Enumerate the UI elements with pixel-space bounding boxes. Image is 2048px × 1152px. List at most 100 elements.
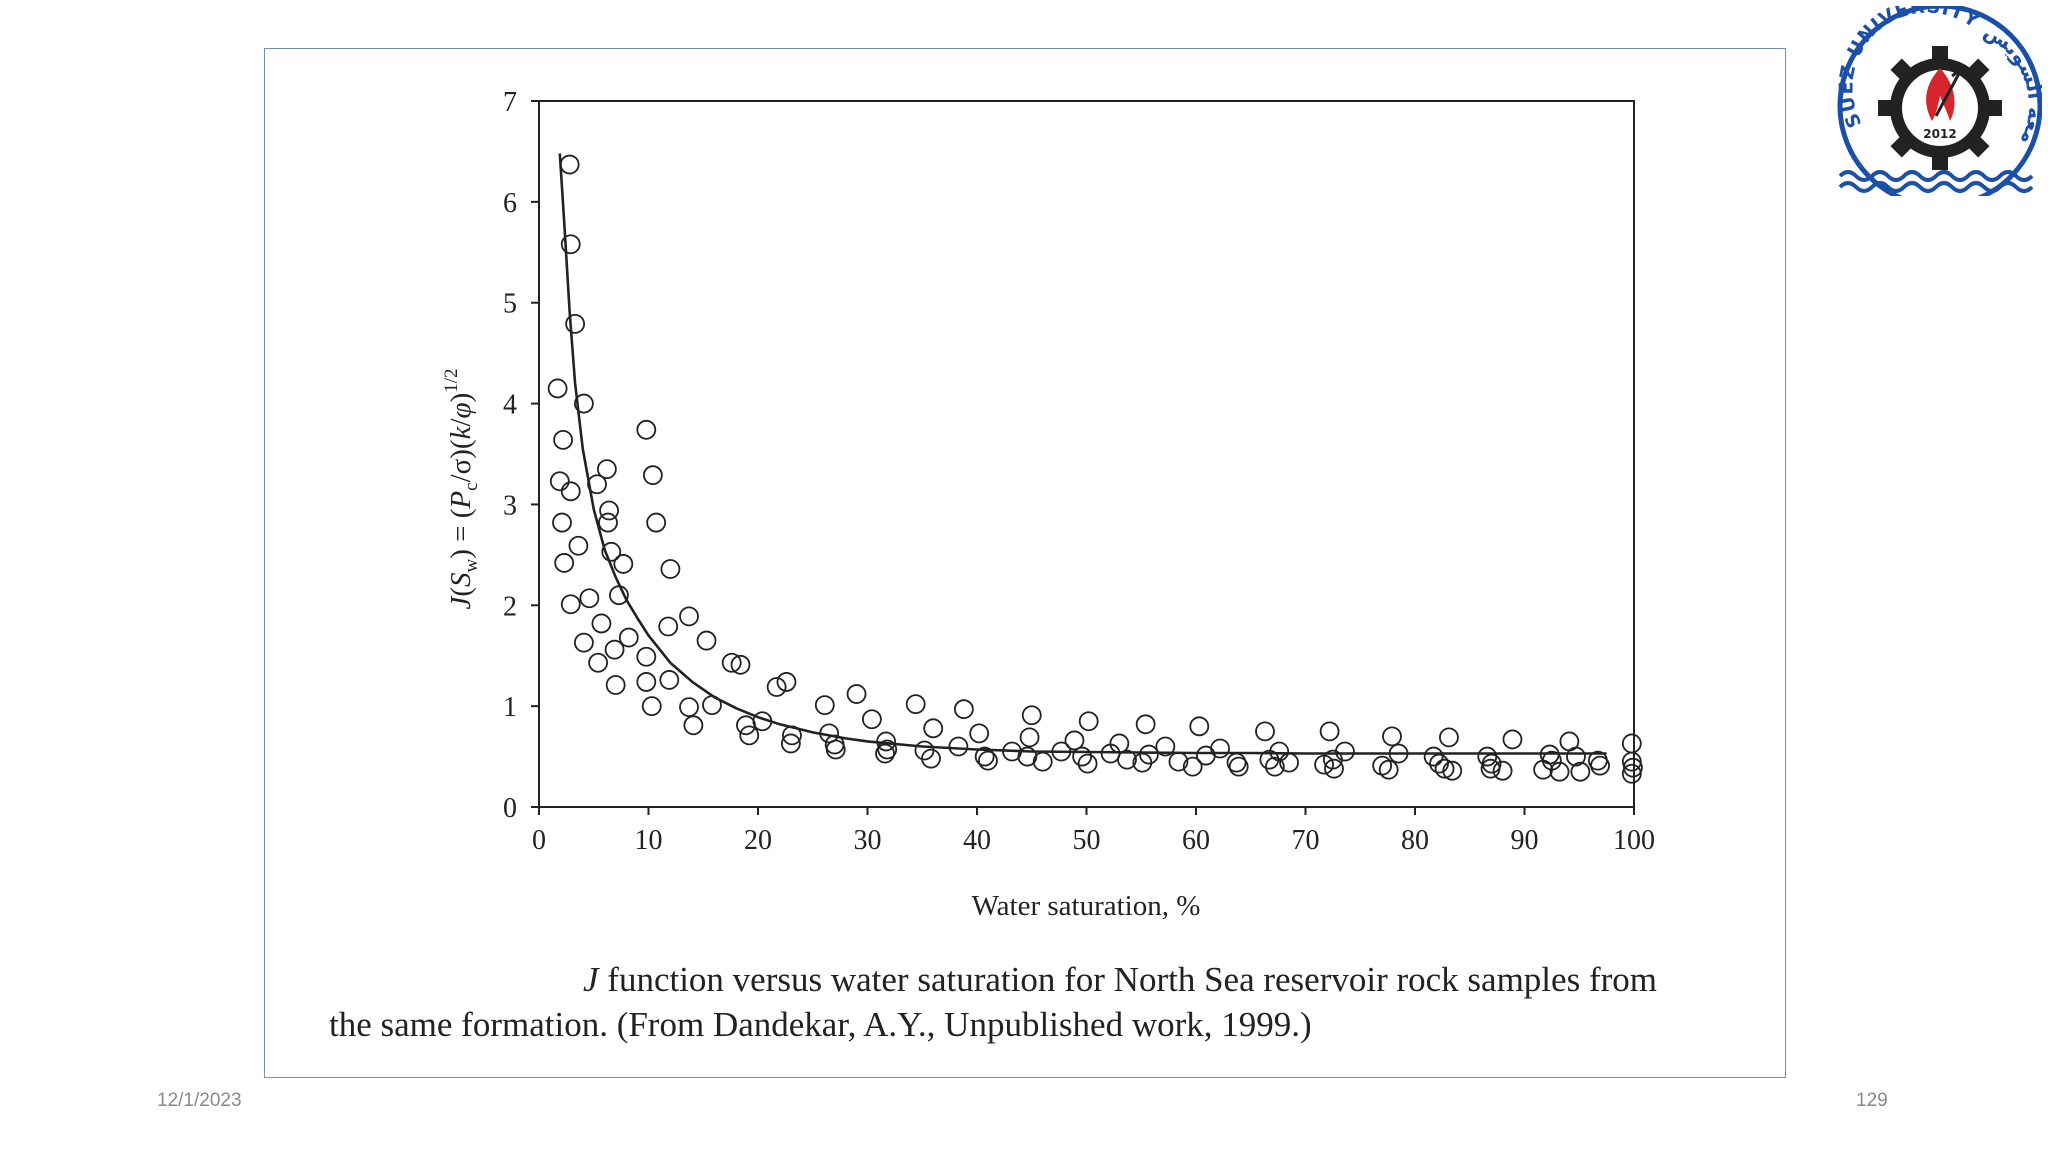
data-point xyxy=(642,465,663,486)
data-point xyxy=(814,695,835,716)
data-point xyxy=(560,234,581,255)
data-point xyxy=(780,733,801,754)
data-point xyxy=(591,613,612,634)
data-point xyxy=(1324,758,1344,779)
y-tick-label: 3 xyxy=(503,490,517,521)
y-tick-label: 2 xyxy=(503,591,517,622)
data-point xyxy=(1378,759,1399,780)
data-point xyxy=(736,715,756,736)
data-point xyxy=(1269,741,1290,762)
data-point xyxy=(1492,760,1513,781)
data-point xyxy=(1570,761,1591,782)
data-point xyxy=(573,393,594,414)
logo-year: 2012 xyxy=(1923,127,1956,141)
data-point xyxy=(696,630,717,651)
data-point xyxy=(1135,714,1156,735)
y-axis-title: J(Sw) = (Pc/σ)(k/φ)1/2 xyxy=(441,368,482,609)
y-tick-label: 7 xyxy=(503,87,517,118)
data-point xyxy=(1502,729,1523,750)
data-point xyxy=(1382,726,1402,747)
x-tick-label: 30 xyxy=(854,825,882,856)
data-point xyxy=(1072,746,1093,767)
data-point xyxy=(660,559,681,579)
data-point xyxy=(914,740,935,761)
data-point xyxy=(1195,745,1216,766)
caption-j-symbol: J xyxy=(583,960,599,999)
x-tick-label: 50 xyxy=(1073,825,1101,856)
x-tick-label: 70 xyxy=(1292,825,1320,856)
data-point xyxy=(1590,755,1610,776)
data-point xyxy=(1541,750,1562,771)
x-tick-label: 90 xyxy=(1511,825,1539,856)
data-point xyxy=(825,739,846,760)
data-point xyxy=(776,672,797,692)
suez-university-logo: SUEZ UNIVERSITY جامعة السويس 2012 xyxy=(1832,6,2042,196)
data-point xyxy=(1388,743,1409,764)
data-point xyxy=(1255,721,1275,742)
data-point xyxy=(679,697,699,718)
x-axis-title: Water saturation, % xyxy=(972,890,1201,922)
data-point xyxy=(605,675,626,695)
data-point xyxy=(547,378,568,399)
data-point xyxy=(1064,730,1085,751)
data-point xyxy=(1017,746,1038,767)
data-point xyxy=(1021,705,1042,726)
data-point xyxy=(1182,756,1203,777)
data-point xyxy=(601,541,622,562)
data-points xyxy=(547,154,1643,784)
y-tick-label: 5 xyxy=(503,289,517,320)
x-tick-label: 80 xyxy=(1401,825,1429,856)
x-tick-label: 0 xyxy=(532,825,546,856)
data-point xyxy=(721,652,742,673)
data-point xyxy=(739,725,760,746)
data-point xyxy=(1279,752,1299,773)
j-function-chart: 0 10 20 30 40 50 60 70 80 90 100 0 1 2 3 4 5 6 7 J(Sw) = (… xyxy=(441,87,1655,922)
data-point xyxy=(978,750,998,771)
data-point xyxy=(598,512,618,533)
x-tick-label: 40 xyxy=(963,825,991,856)
data-point xyxy=(1189,716,1210,737)
data-point xyxy=(646,512,667,533)
data-point xyxy=(953,699,974,720)
data-point xyxy=(969,723,990,744)
data-point xyxy=(613,554,634,574)
data-point xyxy=(552,512,572,533)
data-point xyxy=(1566,746,1586,767)
data-point xyxy=(636,672,657,692)
y-tick-label: 4 xyxy=(503,390,517,421)
data-point xyxy=(1621,763,1642,784)
data-point xyxy=(1032,751,1053,772)
data-point xyxy=(1335,741,1355,762)
svg-text:J(Sw) = (Pc/σ)(k/φ)1/2: J(Sw) = (Pc/σ)(k/φ)1/2 xyxy=(441,368,482,609)
data-point xyxy=(596,459,617,480)
data-point xyxy=(1372,755,1393,776)
data-point xyxy=(1228,756,1249,777)
y-tick-label: 6 xyxy=(503,188,517,219)
data-point xyxy=(618,627,639,648)
data-point xyxy=(636,646,657,667)
data-point xyxy=(905,694,926,715)
data-point xyxy=(573,632,594,653)
data-point xyxy=(948,736,969,757)
data-point xyxy=(658,616,679,637)
data-point xyxy=(1434,758,1455,779)
data-point xyxy=(659,670,680,690)
chart-frame: 0 10 20 30 40 50 60 70 80 90 100 0 1 2 3 4 5 6 7 J(Sw) = (… xyxy=(264,48,1786,1078)
data-point xyxy=(1168,751,1189,772)
x-tick-label: 60 xyxy=(1182,825,1210,856)
data-point xyxy=(766,677,787,697)
x-tick-label: 20 xyxy=(744,825,772,856)
data-point xyxy=(1264,756,1285,777)
data-point xyxy=(560,594,581,615)
data-point xyxy=(1155,736,1176,757)
axis-ticks: 0 10 20 30 40 50 60 70 80 90 100 0 1 2 3 4 5 6 7 xyxy=(503,87,1655,856)
y-tick-label: 0 xyxy=(503,793,517,824)
data-point xyxy=(604,639,625,660)
data-point xyxy=(974,746,995,767)
data-point xyxy=(553,429,573,450)
data-point xyxy=(1139,744,1159,765)
data-point xyxy=(679,606,699,627)
data-point xyxy=(1002,741,1022,762)
data-point xyxy=(549,471,570,492)
flame-icon xyxy=(1926,64,1967,121)
